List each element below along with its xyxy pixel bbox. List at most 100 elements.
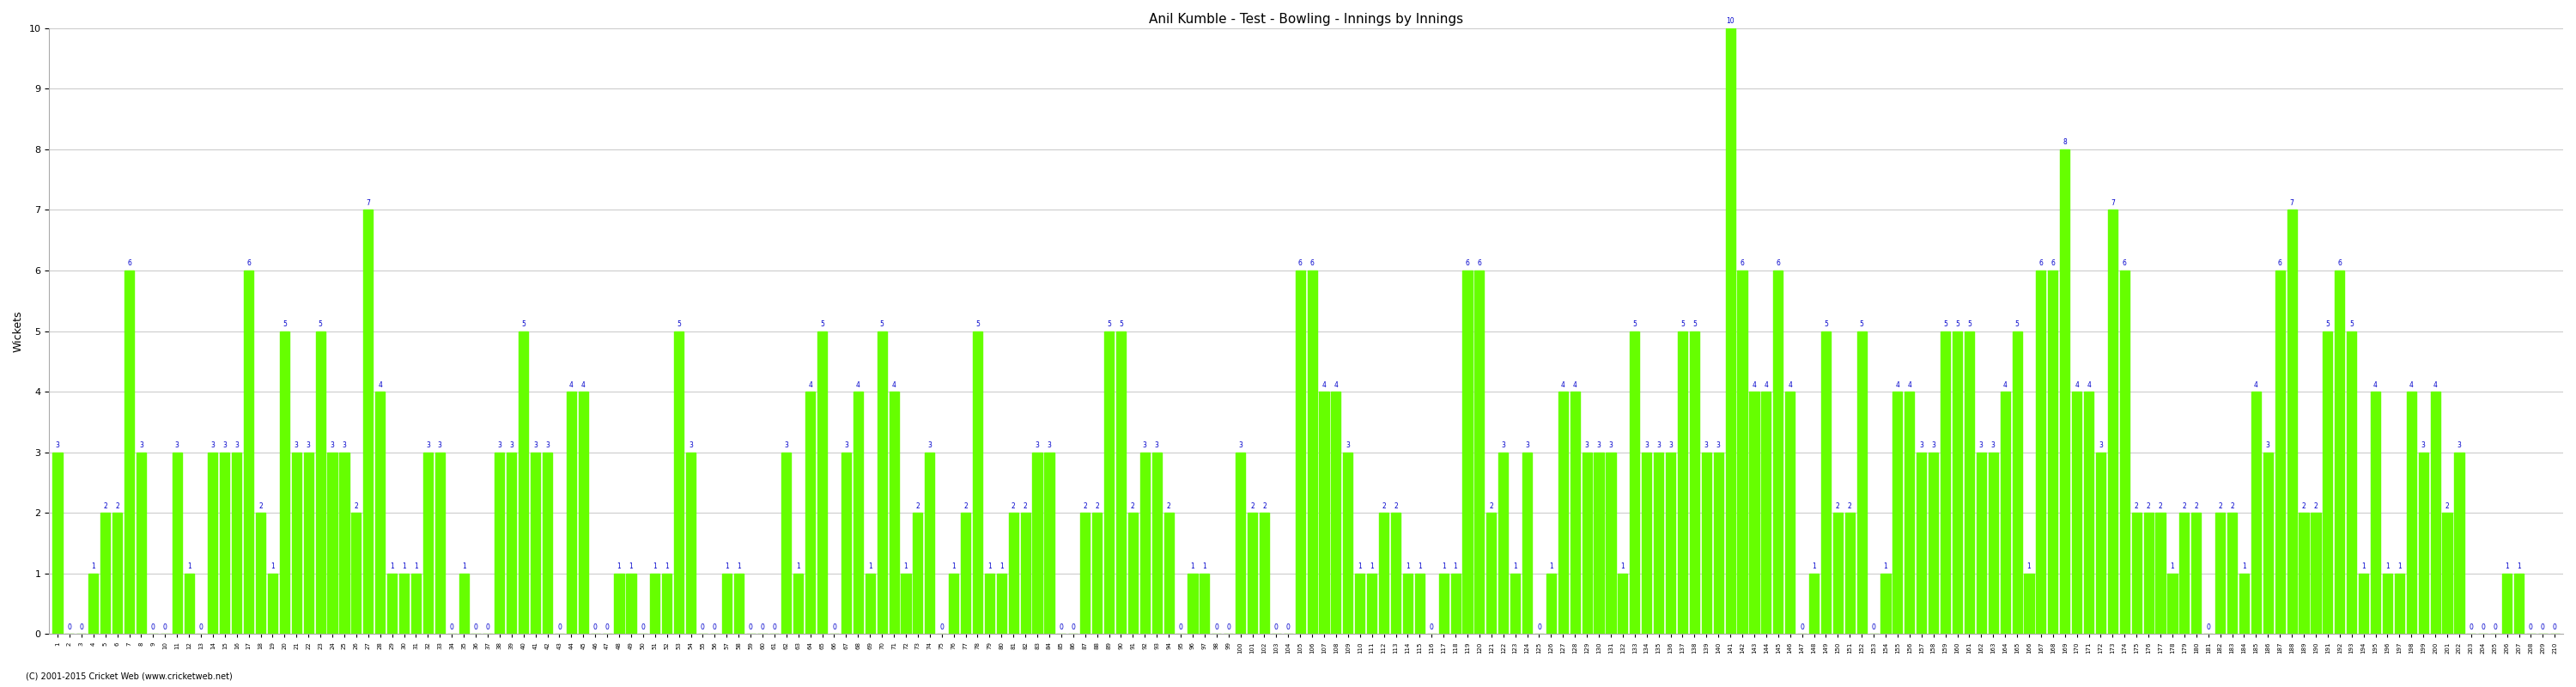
- Bar: [1473, 271, 1484, 634]
- Text: 3: 3: [497, 442, 502, 449]
- Text: 0: 0: [605, 623, 611, 631]
- Bar: [2370, 392, 2380, 634]
- Text: 5: 5: [283, 320, 286, 328]
- Text: 0: 0: [152, 623, 155, 631]
- Text: 3: 3: [1669, 442, 1672, 449]
- Bar: [2179, 513, 2190, 634]
- Bar: [2061, 149, 2069, 634]
- Bar: [219, 452, 229, 634]
- Text: 6: 6: [1775, 260, 1780, 267]
- Text: 3: 3: [546, 442, 549, 449]
- Bar: [806, 392, 814, 634]
- Text: 3: 3: [1610, 442, 1613, 449]
- Bar: [2084, 392, 2094, 634]
- Bar: [1200, 574, 1208, 634]
- Text: 4: 4: [582, 381, 585, 389]
- Bar: [2514, 574, 2524, 634]
- Bar: [399, 574, 410, 634]
- Bar: [1595, 452, 1605, 634]
- Text: 5: 5: [1942, 320, 1947, 328]
- Bar: [2311, 513, 2321, 634]
- Text: 3: 3: [1716, 442, 1721, 449]
- Text: 1: 1: [987, 563, 992, 570]
- Bar: [1904, 392, 1914, 634]
- Bar: [422, 452, 433, 634]
- Text: 0: 0: [714, 623, 716, 631]
- Text: 8: 8: [2063, 139, 2066, 146]
- Text: 5: 5: [819, 320, 824, 328]
- Text: 4: 4: [2372, 381, 2378, 389]
- Bar: [853, 392, 863, 634]
- Text: 4: 4: [1334, 381, 1337, 389]
- Bar: [567, 392, 577, 634]
- Bar: [1164, 513, 1175, 634]
- Bar: [1654, 452, 1664, 634]
- Bar: [1115, 331, 1126, 634]
- Bar: [1749, 392, 1759, 634]
- Bar: [1128, 513, 1139, 634]
- Bar: [1821, 331, 1832, 634]
- Text: 2: 2: [917, 502, 920, 510]
- Text: 3: 3: [425, 442, 430, 449]
- Bar: [1079, 513, 1090, 634]
- Text: 0: 0: [701, 623, 706, 631]
- Text: 6: 6: [2038, 260, 2043, 267]
- Text: 5: 5: [677, 320, 680, 328]
- Bar: [1010, 513, 1018, 634]
- Bar: [2396, 574, 2403, 634]
- Bar: [925, 452, 935, 634]
- Text: 1: 1: [1358, 563, 1363, 570]
- Text: 1: 1: [188, 563, 191, 570]
- Text: 6: 6: [2050, 260, 2056, 267]
- Text: 0: 0: [1213, 623, 1218, 631]
- Text: 1: 1: [2241, 563, 2246, 570]
- Text: 2: 2: [1167, 502, 1170, 510]
- Bar: [1486, 513, 1497, 634]
- Bar: [1677, 331, 1687, 634]
- Text: 5: 5: [1692, 320, 1698, 328]
- Text: 6: 6: [1741, 260, 1744, 267]
- Bar: [1844, 513, 1855, 634]
- Text: 0: 0: [1285, 623, 1291, 631]
- Text: 0: 0: [1072, 623, 1074, 631]
- Text: 1: 1: [389, 563, 394, 570]
- Bar: [948, 574, 958, 634]
- Text: 6: 6: [1311, 260, 1314, 267]
- Bar: [793, 574, 804, 634]
- Bar: [52, 452, 62, 634]
- Text: 3: 3: [1144, 442, 1146, 449]
- Bar: [685, 452, 696, 634]
- Bar: [2287, 210, 2298, 634]
- Bar: [1463, 271, 1473, 634]
- Text: 3: 3: [222, 442, 227, 449]
- Bar: [2002, 392, 2009, 634]
- Bar: [544, 452, 551, 634]
- Bar: [1450, 574, 1461, 634]
- Text: 0: 0: [556, 623, 562, 631]
- Bar: [2406, 392, 2416, 634]
- Text: 0: 0: [592, 623, 598, 631]
- Text: 2: 2: [1381, 502, 1386, 510]
- Text: 3: 3: [1597, 442, 1600, 449]
- Text: 5: 5: [2014, 320, 2020, 328]
- Bar: [113, 513, 121, 634]
- Bar: [1703, 452, 1710, 634]
- Text: 1: 1: [1370, 563, 1373, 570]
- Text: 1: 1: [1417, 563, 1422, 570]
- Text: 3: 3: [343, 442, 345, 449]
- Text: 2: 2: [116, 502, 118, 510]
- Bar: [1342, 452, 1352, 634]
- Bar: [1378, 513, 1388, 634]
- Bar: [2432, 392, 2439, 634]
- Text: 5: 5: [1118, 320, 1123, 328]
- Text: 2: 2: [1082, 502, 1087, 510]
- Text: 6: 6: [2277, 260, 2282, 267]
- Bar: [1092, 513, 1103, 634]
- Bar: [1247, 513, 1257, 634]
- Text: 1: 1: [2504, 563, 2509, 570]
- Bar: [1151, 452, 1162, 634]
- Text: 2: 2: [258, 502, 263, 510]
- Text: 3: 3: [533, 442, 538, 449]
- Text: 3: 3: [57, 442, 59, 449]
- Bar: [2324, 331, 2331, 634]
